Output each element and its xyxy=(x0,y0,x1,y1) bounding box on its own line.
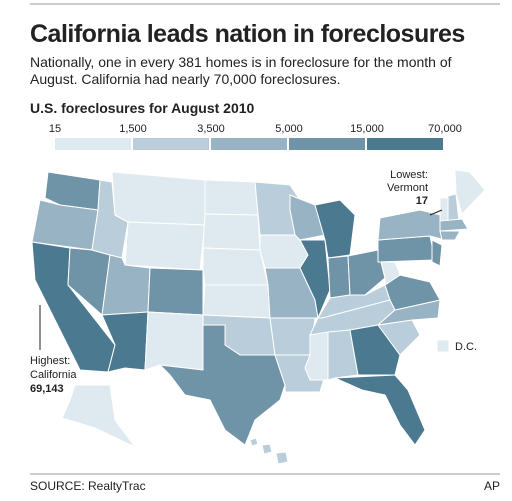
dc-label: D.C. xyxy=(455,341,477,353)
state xyxy=(202,247,269,286)
title: California leads nation in foreclosures xyxy=(30,20,465,48)
callout-state: California xyxy=(30,369,77,381)
dc-box xyxy=(436,339,450,353)
state xyxy=(439,218,469,232)
state xyxy=(261,443,273,455)
subtitle: Nationally, one in every 381 homes is in… xyxy=(30,54,452,87)
legend-break: 3,500 xyxy=(197,123,225,135)
state xyxy=(314,199,356,259)
state xyxy=(202,213,261,251)
state xyxy=(347,249,386,296)
legend-swatch xyxy=(289,138,365,150)
callout-label: Highest: xyxy=(30,355,70,367)
legend: 15 1,500 3,500 5,000 15,000 70,000 xyxy=(49,123,462,150)
state xyxy=(111,171,206,226)
state xyxy=(144,311,204,371)
state xyxy=(377,235,436,263)
us-map xyxy=(31,169,486,465)
state xyxy=(275,451,289,465)
state xyxy=(431,239,443,267)
state xyxy=(147,267,204,316)
state xyxy=(249,437,259,447)
state xyxy=(204,179,259,216)
legend-swatch xyxy=(367,138,443,150)
callout-value: 17 xyxy=(416,195,428,207)
state xyxy=(299,239,331,319)
state xyxy=(61,384,136,448)
state xyxy=(377,209,446,241)
state xyxy=(439,197,449,222)
state xyxy=(439,230,461,241)
legend-swatch xyxy=(211,138,287,150)
state xyxy=(349,324,401,376)
legend-break: 1,500 xyxy=(119,123,147,135)
legend-break: 5,000 xyxy=(275,123,303,135)
credit: AP xyxy=(484,479,500,493)
state xyxy=(334,374,426,446)
callout-label: Lowest: xyxy=(390,169,428,181)
callout-line xyxy=(429,209,443,216)
legend-break: 15 xyxy=(49,123,61,135)
state xyxy=(454,169,486,215)
legend-break: 70,000 xyxy=(428,123,462,135)
source: SOURCE: RealtyTrac xyxy=(30,479,146,493)
state xyxy=(269,317,316,356)
legend-swatch xyxy=(133,138,209,150)
state xyxy=(327,255,351,299)
legend-swatch xyxy=(55,138,131,150)
state xyxy=(327,329,359,381)
legend-title: U.S. foreclosures for August 2010 xyxy=(30,100,255,116)
state xyxy=(124,221,206,271)
legend-break: 15,000 xyxy=(350,123,384,135)
callout-state: Vermont xyxy=(387,182,428,194)
state xyxy=(159,324,286,446)
callout-value: 69,143 xyxy=(30,383,64,395)
state xyxy=(202,284,271,319)
